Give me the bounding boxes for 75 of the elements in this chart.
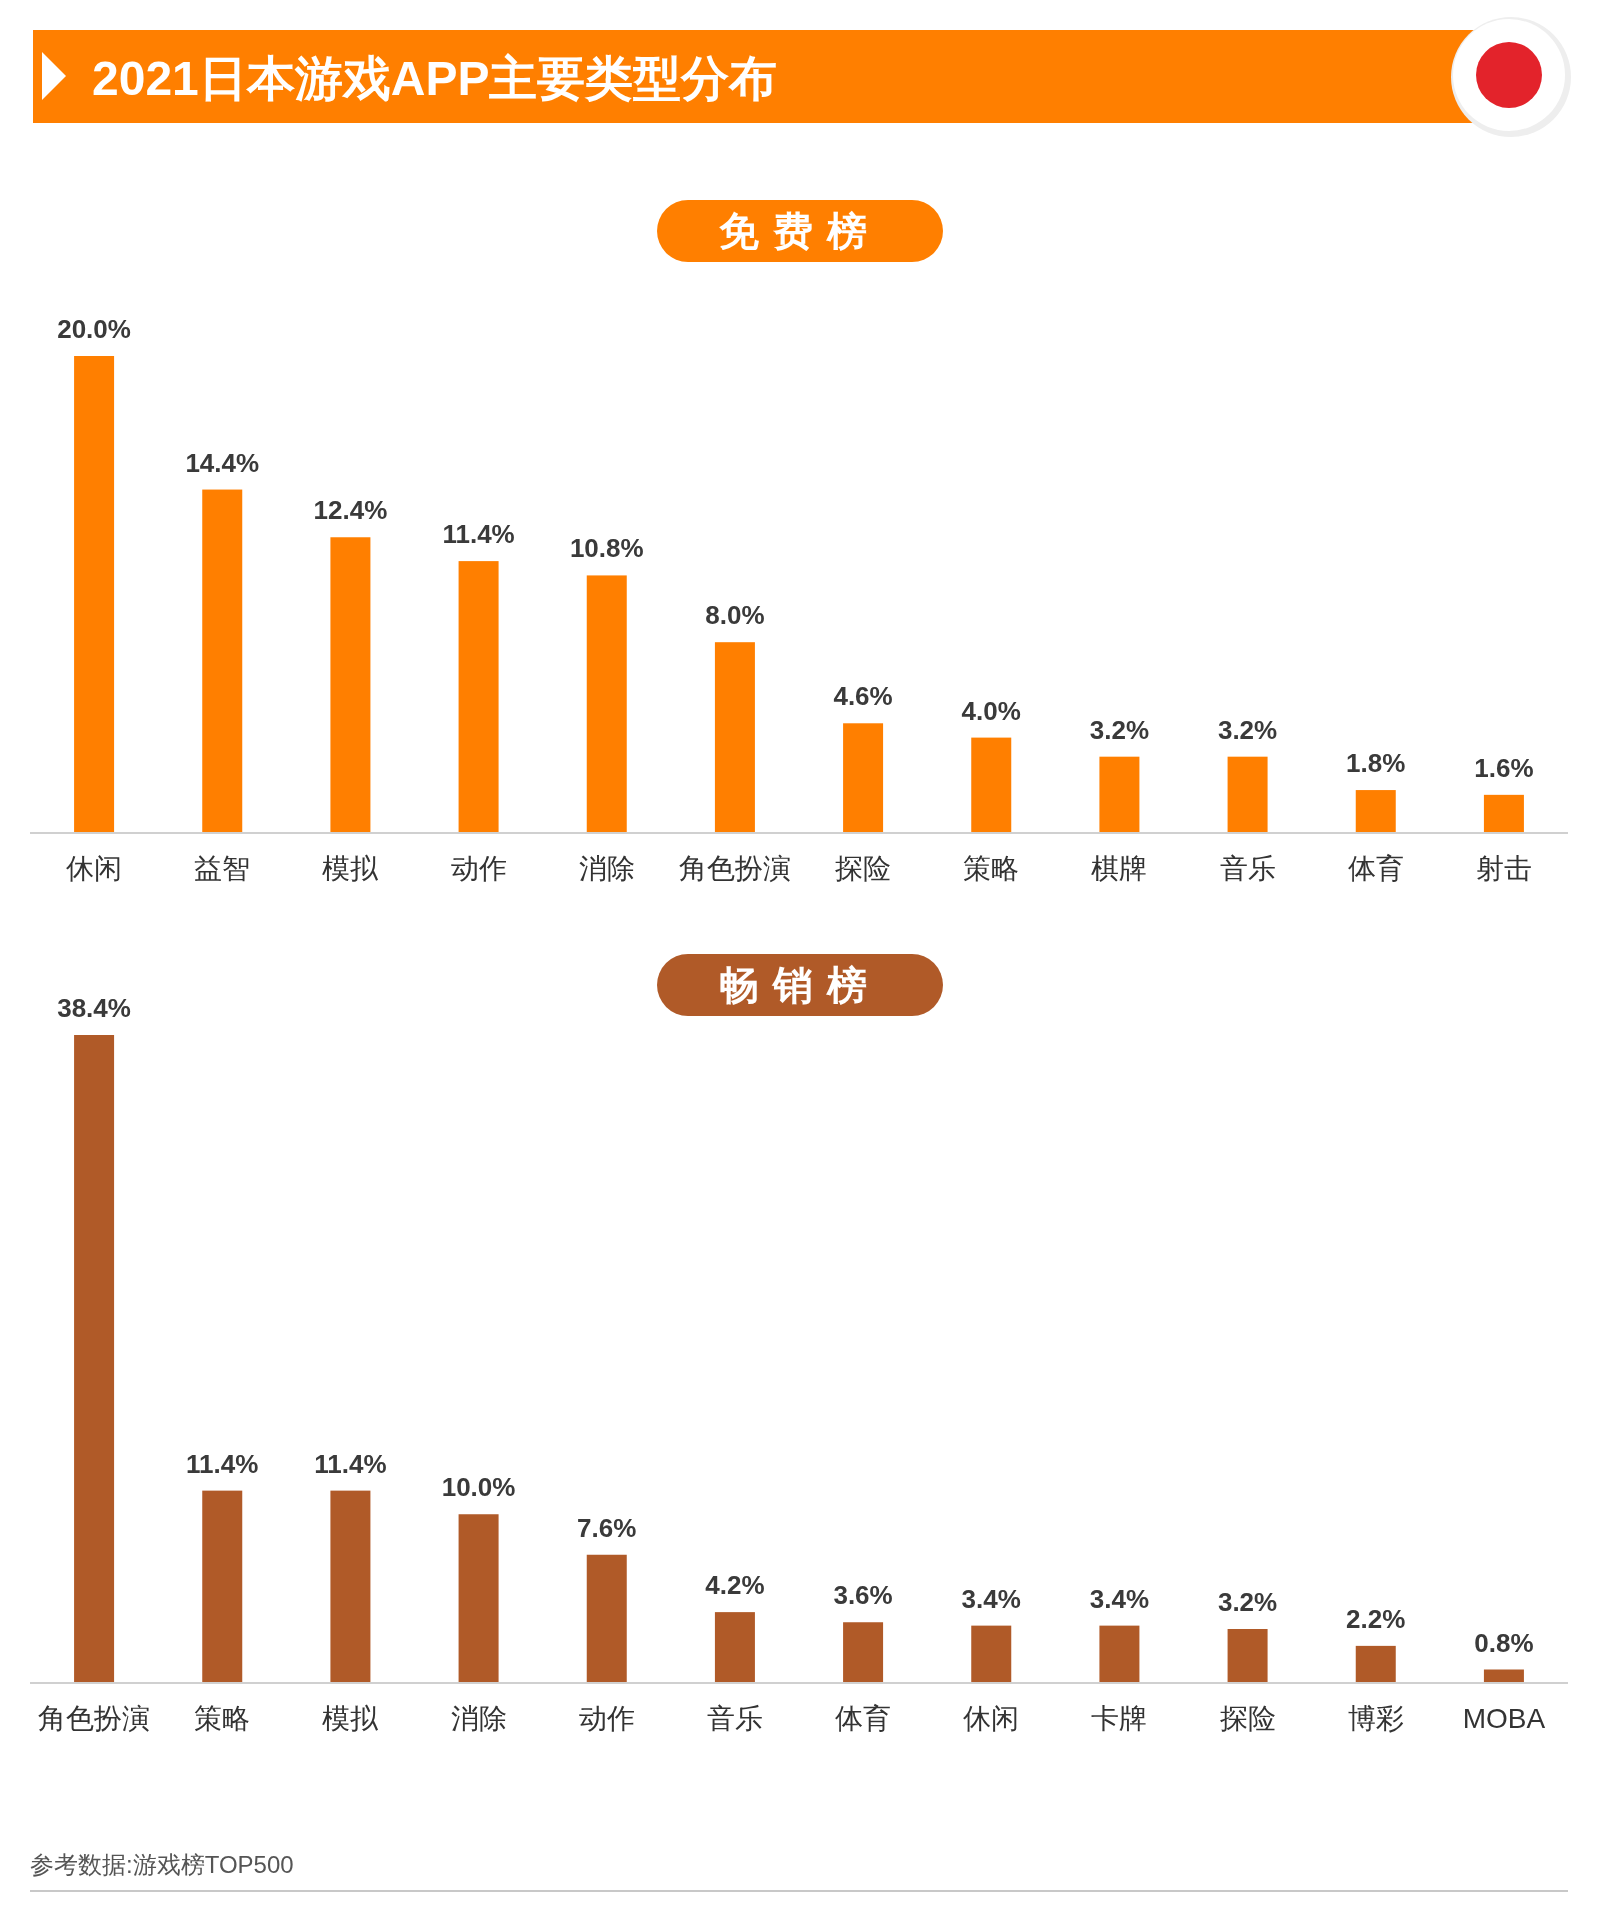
data-label: 10.8% [569, 533, 644, 564]
text: 参考数据:游戏榜TOP500 [30, 1851, 294, 1878]
bar [330, 537, 371, 833]
x-tick-label: 音乐 [1219, 853, 1276, 884]
data-label: 3.4% [961, 1583, 1021, 1614]
bar [586, 575, 627, 833]
x-tick-label: 探险 [1219, 1703, 1276, 1734]
x-tick-label: 动作 [450, 853, 507, 884]
data-label: 4.2% [705, 1570, 765, 1601]
data-label: 20.0% [57, 314, 131, 344]
x-tick-label: 策略 [194, 1703, 251, 1734]
data-label: 3.6% [833, 1580, 893, 1611]
bar [1099, 756, 1140, 833]
x-tick-label: 动作 [578, 1703, 635, 1734]
data-label: 38.4% [57, 993, 131, 1023]
bar [714, 1612, 755, 1683]
data-label: 14.4% [185, 447, 260, 478]
data-label: 4.6% [833, 681, 893, 712]
x-tick-label: 射击 [1475, 853, 1532, 884]
x-tick-label: 体育 [1347, 853, 1404, 884]
data-label: 11.4% [186, 1448, 259, 1479]
x-tick-label: 益智 [194, 853, 251, 884]
data-label: 11.4% [442, 519, 515, 550]
data-label: 3.4% [1089, 1583, 1150, 1614]
bar [202, 489, 243, 833]
chart-title: 2021日本游戏APP主要类型分布 [92, 52, 778, 105]
data-label: 12.4% [313, 495, 388, 526]
x-tick-label: 模拟 [322, 853, 380, 884]
bar [1227, 756, 1268, 833]
bar [971, 737, 1012, 833]
bar [1099, 1625, 1140, 1683]
x-tick-label: 探险 [835, 853, 892, 884]
data-label: 2.2% [1346, 1603, 1406, 1634]
bar [843, 723, 884, 833]
x-tick-label: 休闲 [66, 853, 123, 884]
data-label: 1.6% [1474, 752, 1534, 783]
x-tick-label: 棋牌 [1091, 853, 1148, 884]
bar [843, 1622, 884, 1683]
x-tick-label: 消除 [450, 1703, 507, 1734]
bar [458, 561, 499, 833]
bar [458, 1514, 499, 1683]
chart-subtitle: 免费榜 [719, 209, 881, 253]
x-tick-label: 模拟 [322, 1703, 380, 1734]
data-label: 3.2% [1217, 1587, 1278, 1617]
x-tick-label: 音乐 [706, 1703, 763, 1734]
chart-title: 畅销榜 [719, 963, 881, 1007]
data-label: 10.0% [441, 1472, 516, 1503]
x-tick-label: 卡牌 [1091, 1703, 1148, 1734]
x-tick-label: 体育 [835, 1703, 892, 1734]
data-label: 11.4% [314, 1448, 387, 1479]
data-label: 3.2% [1217, 714, 1278, 745]
bar [714, 642, 755, 833]
bar [586, 1554, 627, 1683]
bar [202, 1490, 243, 1683]
bar [1355, 1645, 1396, 1684]
x-tick-label: 休闲 [963, 1703, 1020, 1734]
x-tick-label: 策略 [963, 853, 1020, 884]
x-tick-label: 消除 [578, 853, 635, 884]
data-label: 0.8% [1474, 1627, 1534, 1658]
x-tick-label: 博彩 [1347, 1703, 1404, 1734]
bar [1355, 790, 1396, 833]
data-label: 7.6% [577, 1512, 637, 1543]
x-tick-label: 角色扮演 [678, 853, 791, 884]
bar [74, 1035, 115, 1683]
x-tick-label: MOBA [1462, 1703, 1546, 1734]
data-label: 4.0% [961, 695, 1021, 726]
bar [1483, 794, 1524, 833]
bar [330, 1490, 371, 1683]
data-label: 1.8% [1346, 748, 1406, 779]
bar [971, 1625, 1012, 1683]
bar [74, 356, 115, 833]
data-label: 3.2% [1089, 714, 1150, 745]
x-tick-label: 角色扮演 [38, 1703, 151, 1734]
data-label: 8.0% [705, 600, 765, 631]
bar [1227, 1629, 1268, 1683]
